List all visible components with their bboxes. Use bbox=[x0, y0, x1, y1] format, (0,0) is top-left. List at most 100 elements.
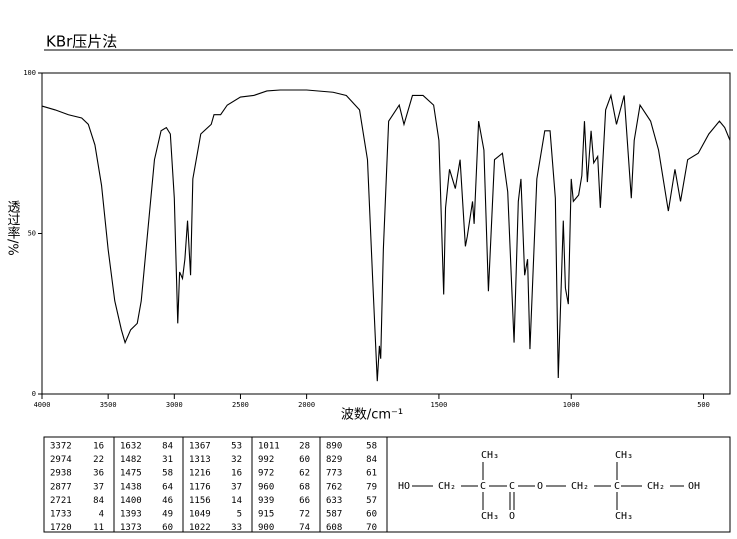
peak-transmittance: 4 bbox=[99, 510, 104, 520]
peak-wavenumber: 587 bbox=[326, 510, 342, 520]
peak-transmittance: 46 bbox=[162, 496, 173, 506]
peak-transmittance: 22 bbox=[93, 455, 104, 465]
x-tick-label: 3000 bbox=[166, 401, 183, 409]
peak-wavenumber: 960 bbox=[258, 482, 274, 492]
peak-transmittance: 61 bbox=[366, 469, 377, 479]
table-dividers bbox=[113, 437, 388, 532]
peak-wavenumber: 972 bbox=[258, 469, 274, 479]
x-tick-label: 500 bbox=[697, 401, 710, 409]
y-tick-label: 0 bbox=[32, 390, 36, 398]
structure-atom: C bbox=[614, 481, 620, 492]
peak-wavenumber: 1011 bbox=[258, 442, 280, 452]
y-tick-label: 100 bbox=[23, 69, 36, 77]
peak-transmittance: 74 bbox=[299, 523, 310, 533]
peak-wavenumber: 1176 bbox=[189, 482, 211, 492]
peak-transmittance: 53 bbox=[231, 442, 242, 452]
peak-transmittance: 64 bbox=[162, 482, 173, 492]
peak-transmittance: 84 bbox=[366, 455, 377, 465]
peak-transmittance: 37 bbox=[93, 482, 104, 492]
peak-wavenumber: 890 bbox=[326, 442, 342, 452]
structure-atom: C bbox=[480, 481, 486, 492]
peak-transmittance: 28 bbox=[299, 442, 310, 452]
peak-wavenumber: 1720 bbox=[50, 523, 72, 533]
peak-wavenumber: 939 bbox=[258, 496, 274, 506]
peak-wavenumber: 1156 bbox=[189, 496, 211, 506]
peak-wavenumber: 1733 bbox=[50, 510, 72, 520]
peak-transmittance: 32 bbox=[231, 455, 242, 465]
y-axis-label: 透过率/% bbox=[5, 200, 21, 256]
peak-transmittance: 31 bbox=[162, 455, 173, 465]
peak-wavenumber: 3372 bbox=[50, 442, 72, 452]
peak-wavenumber: 1022 bbox=[189, 523, 211, 533]
peak-transmittance: 33 bbox=[231, 523, 242, 533]
peak-transmittance: 14 bbox=[231, 496, 242, 506]
peak-transmittance: 11 bbox=[93, 523, 104, 533]
plot-frame bbox=[41, 72, 731, 395]
peak-wavenumber: 1632 bbox=[120, 442, 142, 452]
structure-atom: HO bbox=[398, 481, 410, 492]
peak-wavenumber: 2938 bbox=[50, 469, 72, 479]
peak-transmittance: 60 bbox=[366, 510, 377, 520]
x-tick-label: 1000 bbox=[563, 401, 580, 409]
peak-transmittance: 60 bbox=[162, 523, 173, 533]
peak-transmittance: 37 bbox=[231, 482, 242, 492]
x-tick-label: 4000 bbox=[34, 401, 51, 409]
peak-transmittance: 58 bbox=[162, 469, 173, 479]
peak-wavenumber: 1216 bbox=[189, 469, 211, 479]
x-axis-label: 波数/cm⁻¹ bbox=[341, 408, 403, 423]
peak-transmittance: 68 bbox=[299, 482, 310, 492]
structure-atom: CH₃ bbox=[615, 511, 633, 522]
peak-transmittance: 57 bbox=[366, 496, 377, 506]
peak-transmittance: 49 bbox=[162, 510, 173, 520]
structure-atom: C bbox=[509, 481, 515, 492]
peak-wavenumber: 1367 bbox=[189, 442, 211, 452]
peak-wavenumber: 1482 bbox=[120, 455, 142, 465]
peak-transmittance: 5 bbox=[237, 510, 242, 520]
peak-wavenumber: 1373 bbox=[120, 523, 142, 533]
peak-transmittance: 16 bbox=[231, 469, 242, 479]
x-tick-label: 3500 bbox=[100, 401, 117, 409]
peak-wavenumber: 2974 bbox=[50, 455, 72, 465]
x-tick-label: 2000 bbox=[298, 401, 315, 409]
peak-transmittance: 60 bbox=[299, 455, 310, 465]
peak-wavenumber: 829 bbox=[326, 455, 342, 465]
peak-transmittance: 16 bbox=[93, 442, 104, 452]
structure-bonds bbox=[412, 462, 684, 510]
structure-atom: OH bbox=[688, 481, 700, 492]
peak-wavenumber: 633 bbox=[326, 496, 342, 506]
peak-wavenumber: 992 bbox=[258, 455, 274, 465]
peak-wavenumber: 1400 bbox=[120, 496, 142, 506]
peak-transmittance: 84 bbox=[162, 442, 173, 452]
structure-atom: CH₃ bbox=[481, 450, 499, 461]
peak-wavenumber: 1049 bbox=[189, 510, 211, 520]
chart-title: KBr压片法 bbox=[46, 33, 117, 51]
peak-transmittance: 84 bbox=[93, 496, 104, 506]
peak-wavenumber: 1393 bbox=[120, 510, 142, 520]
peak-transmittance: 72 bbox=[299, 510, 310, 520]
peak-transmittance: 70 bbox=[366, 523, 377, 533]
structure-atom: CH₃ bbox=[615, 450, 633, 461]
y-tick-label: 50 bbox=[28, 230, 36, 238]
peak-transmittance: 58 bbox=[366, 442, 377, 452]
peak-wavenumber: 1475 bbox=[120, 469, 142, 479]
peak-transmittance: 79 bbox=[366, 482, 377, 492]
structure-atom: O bbox=[537, 481, 543, 492]
peak-wavenumber: 2721 bbox=[50, 496, 72, 506]
structure-atom: O bbox=[509, 511, 515, 522]
peak-wavenumber: 2877 bbox=[50, 482, 72, 492]
structure-atom: CH₂ bbox=[438, 481, 456, 492]
peak-wavenumber: 762 bbox=[326, 482, 342, 492]
peak-transmittance: 66 bbox=[299, 496, 310, 506]
structure-atom: CH₂ bbox=[647, 481, 665, 492]
peak-wavenumber: 608 bbox=[326, 523, 342, 533]
structure-atom: CH₃ bbox=[481, 511, 499, 522]
peak-wavenumber: 773 bbox=[326, 469, 342, 479]
peak-transmittance: 62 bbox=[299, 469, 310, 479]
peak-wavenumber: 1313 bbox=[189, 455, 211, 465]
x-tick-label: 2500 bbox=[232, 401, 249, 409]
peak-transmittance: 36 bbox=[93, 469, 104, 479]
peak-wavenumber: 915 bbox=[258, 510, 274, 520]
spectrum-line bbox=[41, 89, 731, 382]
peak-wavenumber: 900 bbox=[258, 523, 274, 533]
